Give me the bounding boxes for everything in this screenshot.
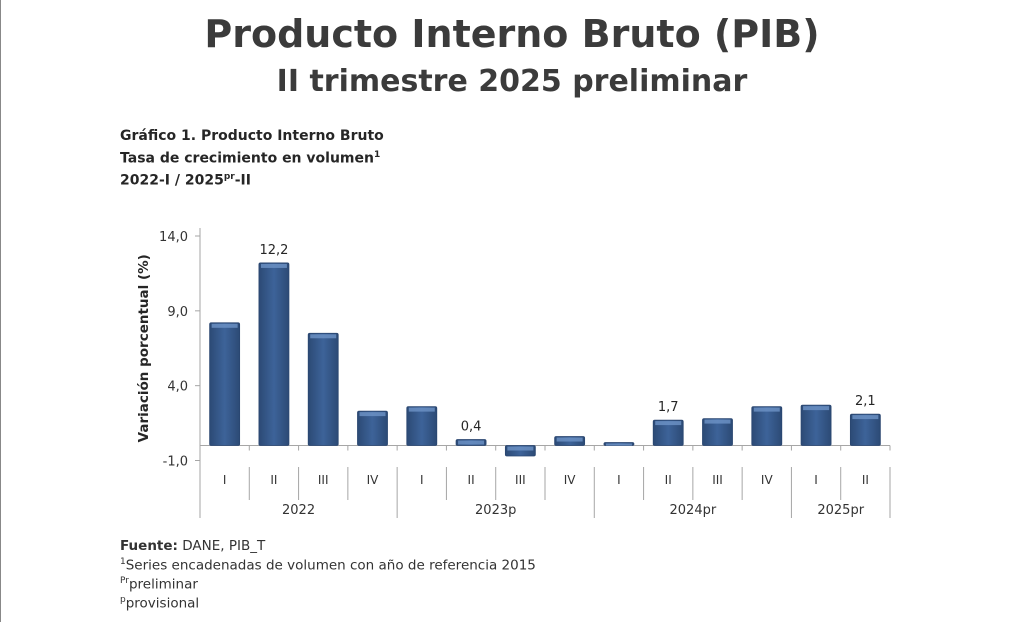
bar <box>849 413 881 446</box>
bar <box>307 332 339 446</box>
page-border <box>0 0 1 622</box>
x-tick-label: I <box>420 473 424 487</box>
bar-highlight <box>408 407 435 412</box>
y-axis-label: Variación porcentual (%) <box>136 254 152 442</box>
x-tick-label: II <box>862 473 869 487</box>
bar-highlight <box>704 419 731 424</box>
footnote-3: pprovisional <box>120 595 200 612</box>
bar-highlight <box>211 323 238 328</box>
y-tick-label: -1,0 <box>163 455 188 470</box>
x-tick-label: III <box>712 473 723 487</box>
x-group-label: 2023p <box>475 503 516 518</box>
page-subtitle: II trimestre 2025 preliminar <box>276 64 748 99</box>
x-group-label: 2025pr <box>817 503 864 518</box>
bar-highlight <box>556 437 583 442</box>
x-tick-label: IV <box>564 473 577 487</box>
data-label: 2,1 <box>855 394 876 409</box>
x-tick-label: II <box>468 473 475 487</box>
bar <box>652 419 684 446</box>
data-label: 1,7 <box>658 400 679 415</box>
source-note: Fuente: DANE, PIB_T <box>120 538 266 554</box>
bar-highlight <box>507 446 534 451</box>
page-title: Producto Interno Bruto (PIB) <box>204 12 820 56</box>
bar-highlight <box>753 407 780 412</box>
bar-highlight <box>803 406 830 411</box>
footnote-1: 1Series encadenadas de volumen con año d… <box>120 557 536 574</box>
x-tick-label: IV <box>367 473 380 487</box>
footnote-2: Prpreliminar <box>120 576 198 593</box>
data-label: 12,2 <box>259 243 288 258</box>
data-label: 0,4 <box>461 420 482 435</box>
chart-period: 2022-I / 2025pr-II <box>120 172 251 189</box>
bar-highlight <box>852 415 879 420</box>
chart-title: Gráfico 1. Producto Interno Bruto <box>120 128 384 144</box>
x-tick-label: III <box>318 473 329 487</box>
bar <box>406 406 438 446</box>
y-tick-label: 4,0 <box>167 380 188 395</box>
bar-highlight <box>260 263 287 268</box>
x-tick-label: IV <box>761 473 774 487</box>
chart-subtitle: Tasa de crecimiento en volumen1 <box>120 150 381 167</box>
x-tick-label: I <box>814 473 818 487</box>
bar <box>751 406 783 446</box>
x-tick-label: II <box>665 473 672 487</box>
x-tick-label: I <box>223 473 227 487</box>
bar <box>258 262 290 446</box>
y-tick-label: 9,0 <box>167 305 188 320</box>
bar <box>800 404 832 446</box>
bar-highlight <box>359 412 386 417</box>
y-tick-label: 14,0 <box>159 230 188 245</box>
bar-highlight <box>655 421 682 426</box>
bar-highlight <box>310 334 337 339</box>
bar <box>209 322 241 446</box>
bar-highlight <box>458 440 485 445</box>
bar <box>702 418 733 446</box>
bar <box>357 410 388 446</box>
bar-highlight <box>605 443 632 446</box>
x-group-label: 2024pr <box>670 503 717 518</box>
x-group-label: 2022 <box>282 503 315 518</box>
x-tick-label: III <box>515 473 526 487</box>
x-tick-label: II <box>270 473 277 487</box>
x-tick-label: I <box>617 473 621 487</box>
